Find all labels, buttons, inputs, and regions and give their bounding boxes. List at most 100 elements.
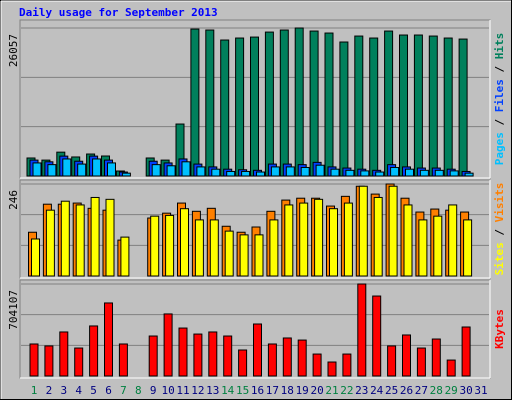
bar (360, 170, 370, 177)
y-tick-label: 26057 (7, 34, 20, 67)
bar (413, 34, 423, 177)
bar (285, 166, 295, 177)
bar (315, 164, 325, 177)
bar (402, 334, 411, 377)
bar (150, 215, 160, 277)
bar (464, 172, 474, 177)
x-tick-label: 25 (385, 384, 398, 397)
bar (448, 204, 458, 277)
x-tick-label: 23 (355, 384, 368, 397)
x-tick-label: 21 (325, 384, 338, 397)
bar (267, 343, 277, 377)
bar (148, 335, 158, 377)
bar (120, 236, 130, 277)
bar (226, 170, 236, 177)
x-tick-label: 3 (60, 384, 67, 397)
bar (343, 202, 353, 277)
bar (309, 30, 319, 177)
bar (44, 345, 54, 377)
bar (45, 209, 55, 277)
bar (358, 185, 368, 277)
legend-entry: Pages (493, 132, 506, 165)
bar (416, 347, 426, 377)
x-tick-label: 1 (31, 384, 38, 397)
legend: KBytes (493, 309, 506, 349)
x-tick-label: 18 (281, 384, 294, 397)
bar (194, 219, 204, 277)
bar (405, 168, 414, 177)
bar (431, 338, 441, 377)
bar (388, 185, 398, 277)
bar (220, 39, 230, 177)
bar (279, 29, 289, 177)
bar (339, 41, 349, 177)
bar (31, 238, 40, 277)
x-tick-label: 6 (105, 384, 112, 397)
bar (77, 163, 87, 177)
bar (419, 169, 429, 177)
x-tick-label: 8 (135, 384, 142, 397)
bar (241, 170, 251, 177)
bar (372, 295, 382, 377)
bar (196, 166, 206, 177)
bar (239, 234, 249, 277)
bar (324, 32, 334, 177)
bar (90, 196, 100, 277)
bar (59, 331, 69, 377)
legend-entry: Visits (493, 183, 506, 223)
bar (238, 349, 248, 377)
x-tick-label: 2 (46, 384, 53, 397)
bar (224, 230, 234, 277)
bar (449, 170, 459, 177)
bar (399, 34, 408, 177)
bar (250, 36, 259, 177)
bar (60, 200, 70, 277)
legend-entry: Files (493, 79, 506, 112)
bar (384, 30, 394, 177)
bar (47, 164, 57, 177)
bar (428, 35, 438, 177)
bar (190, 28, 200, 177)
legend-separator: / (493, 112, 506, 132)
legend-entry: Hits (493, 33, 506, 60)
legend-entry: Sites (493, 242, 506, 275)
legend-separator: / (493, 59, 506, 79)
bar (223, 335, 233, 377)
x-tick-label: 26 (400, 384, 413, 397)
bar (443, 37, 453, 177)
bar (446, 359, 456, 377)
bar (329, 208, 338, 277)
bar (163, 313, 173, 377)
bar (104, 302, 113, 377)
bar (180, 208, 189, 277)
bar (270, 166, 280, 177)
bar (330, 168, 340, 177)
bar (209, 219, 219, 277)
bar (387, 345, 397, 377)
bar (205, 29, 215, 177)
bar (434, 169, 444, 177)
legend-entry: KBytes (493, 309, 506, 349)
bar (461, 326, 471, 377)
legend: Pages / Files / Hits (493, 33, 506, 166)
bar (92, 158, 102, 177)
bar (29, 343, 39, 377)
bar (294, 27, 304, 177)
bar (373, 196, 383, 277)
x-tick-label: 20 (310, 384, 323, 397)
bar (463, 219, 473, 277)
x-tick-label: 9 (150, 384, 157, 397)
bar (211, 168, 221, 177)
x-tick-label: 27 (415, 384, 428, 397)
bar (178, 327, 188, 377)
bar (32, 162, 42, 177)
x-tick-label: 12 (191, 384, 204, 397)
bar (89, 325, 99, 377)
x-tick-label: 5 (90, 384, 97, 397)
bar (418, 219, 428, 277)
y-tick-label: 704107 (7, 290, 20, 330)
bar (208, 331, 218, 377)
bar (264, 31, 274, 177)
bar (235, 37, 245, 177)
